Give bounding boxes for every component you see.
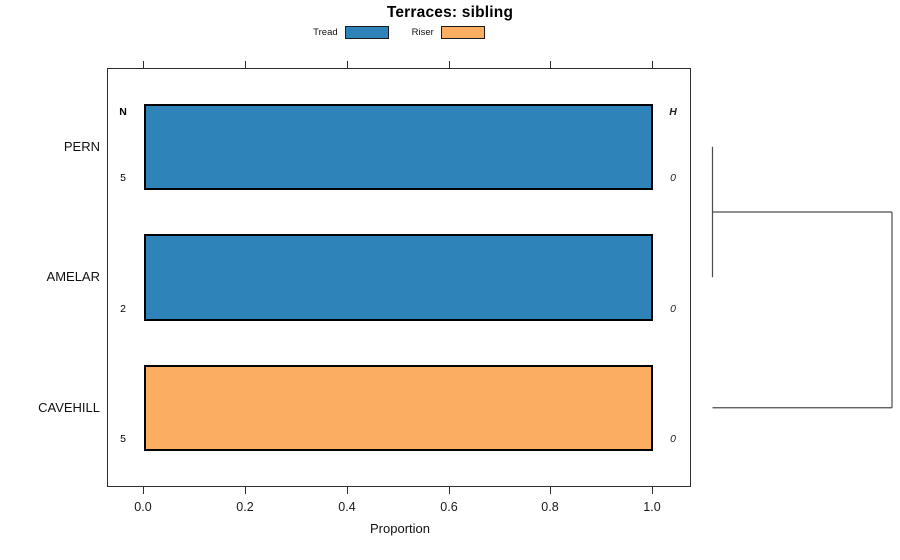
bar-row <box>143 103 653 190</box>
legend-swatch-riser <box>440 26 485 39</box>
legend: Tread Riser <box>107 26 691 39</box>
x-tick <box>245 487 246 494</box>
x-tick-label: 0.8 <box>541 500 559 514</box>
h-value-amelar: 0 <box>670 303 676 315</box>
x-tick-label: 1.0 <box>643 500 661 514</box>
dendrogram <box>711 146 893 409</box>
x-tick <box>550 61 551 68</box>
category-label-cavehill: CAVEHILL <box>38 400 100 415</box>
legend-label-tread: Tread <box>313 27 338 38</box>
legend-item-riser: Riser <box>412 26 485 39</box>
bar-pern-tread <box>143 103 653 190</box>
bar-amelar-tread <box>143 234 653 321</box>
x-tick <box>449 487 450 494</box>
n-column-header: N <box>119 106 127 118</box>
x-tick <box>143 61 144 68</box>
x-tick-label: 0.0 <box>134 500 152 514</box>
x-tick <box>449 61 450 68</box>
x-tick-label: 0.4 <box>338 500 356 514</box>
bar-cavehill-riser <box>143 364 653 451</box>
n-value-amelar: 2 <box>120 303 126 315</box>
x-tick <box>143 487 144 494</box>
chart-title: Terraces: sibling <box>386 4 514 21</box>
n-value-pern: 5 <box>120 172 126 184</box>
bar-row <box>143 364 653 451</box>
x-tick <box>347 61 348 68</box>
legend-item-tread: Tread <box>313 26 389 39</box>
n-value-cavehill: 5 <box>120 433 126 445</box>
x-tick <box>652 487 653 494</box>
x-tick <box>652 61 653 68</box>
x-tick <box>550 487 551 494</box>
h-value-cavehill: 0 <box>670 433 676 445</box>
x-tick <box>245 61 246 68</box>
h-column-header: H <box>669 106 677 118</box>
legend-swatch-tread <box>344 26 389 39</box>
x-tick <box>347 487 348 494</box>
bar-row <box>143 234 653 321</box>
category-label-pern: PERN <box>63 139 100 154</box>
legend-label-riser: Riser <box>411 27 434 38</box>
category-label-amelar: AMELAR <box>46 269 100 284</box>
x-tick-label: 0.6 <box>440 500 458 514</box>
h-value-pern: 0 <box>670 172 676 184</box>
x-axis-title: Proportion <box>370 521 430 536</box>
x-tick-label: 0.2 <box>236 500 254 514</box>
